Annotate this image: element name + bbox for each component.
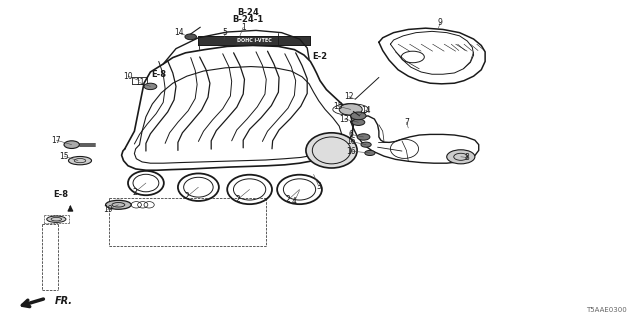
Text: 19: 19 [102,205,113,214]
Circle shape [339,104,362,115]
Text: FR.: FR. [54,296,72,307]
Text: E-8: E-8 [53,190,68,199]
Text: 2: 2 [132,188,137,197]
Text: 2: 2 [184,192,189,201]
Text: 2: 2 [285,196,291,204]
Circle shape [365,150,375,156]
Ellipse shape [178,173,219,201]
Text: B-24-1: B-24-1 [233,15,264,24]
Circle shape [361,142,371,147]
Text: 13: 13 [339,115,349,124]
Circle shape [352,119,365,125]
Text: 17: 17 [51,136,61,145]
Text: 9: 9 [438,18,443,27]
Text: E-8: E-8 [151,70,166,79]
Ellipse shape [47,216,66,222]
Text: 5: 5 [223,28,228,37]
Polygon shape [198,36,310,45]
Text: E-2: E-2 [312,52,328,61]
Text: T5AAE0300: T5AAE0300 [586,307,627,313]
Text: 8: 8 [465,153,470,162]
Text: DOHC i-VTEC: DOHC i-VTEC [237,38,272,44]
Circle shape [351,112,366,120]
Circle shape [64,141,79,148]
Text: 14: 14 [174,28,184,37]
Circle shape [357,134,370,140]
Ellipse shape [68,156,92,165]
Text: 4: 4 [292,197,297,206]
Ellipse shape [306,133,357,168]
Ellipse shape [128,171,164,195]
Ellipse shape [106,200,131,209]
Circle shape [185,34,196,40]
Circle shape [447,150,475,164]
Text: 16: 16 [346,137,356,146]
Circle shape [144,83,157,90]
Text: 7: 7 [404,118,409,127]
Ellipse shape [227,175,272,204]
Text: 12: 12 [344,92,353,101]
Text: 16: 16 [346,147,356,156]
Text: 6: 6 [348,130,353,139]
Text: B-24: B-24 [237,8,259,17]
Ellipse shape [277,175,322,204]
Text: 15: 15 [59,152,69,161]
Text: 3: 3 [316,182,321,191]
Text: 14: 14 [361,106,371,115]
Text: 15: 15 [333,102,343,111]
Text: 11: 11 [135,78,144,87]
Text: 2: 2 [236,195,241,204]
Text: 1: 1 [241,23,246,32]
Text: 10: 10 [123,72,133,81]
